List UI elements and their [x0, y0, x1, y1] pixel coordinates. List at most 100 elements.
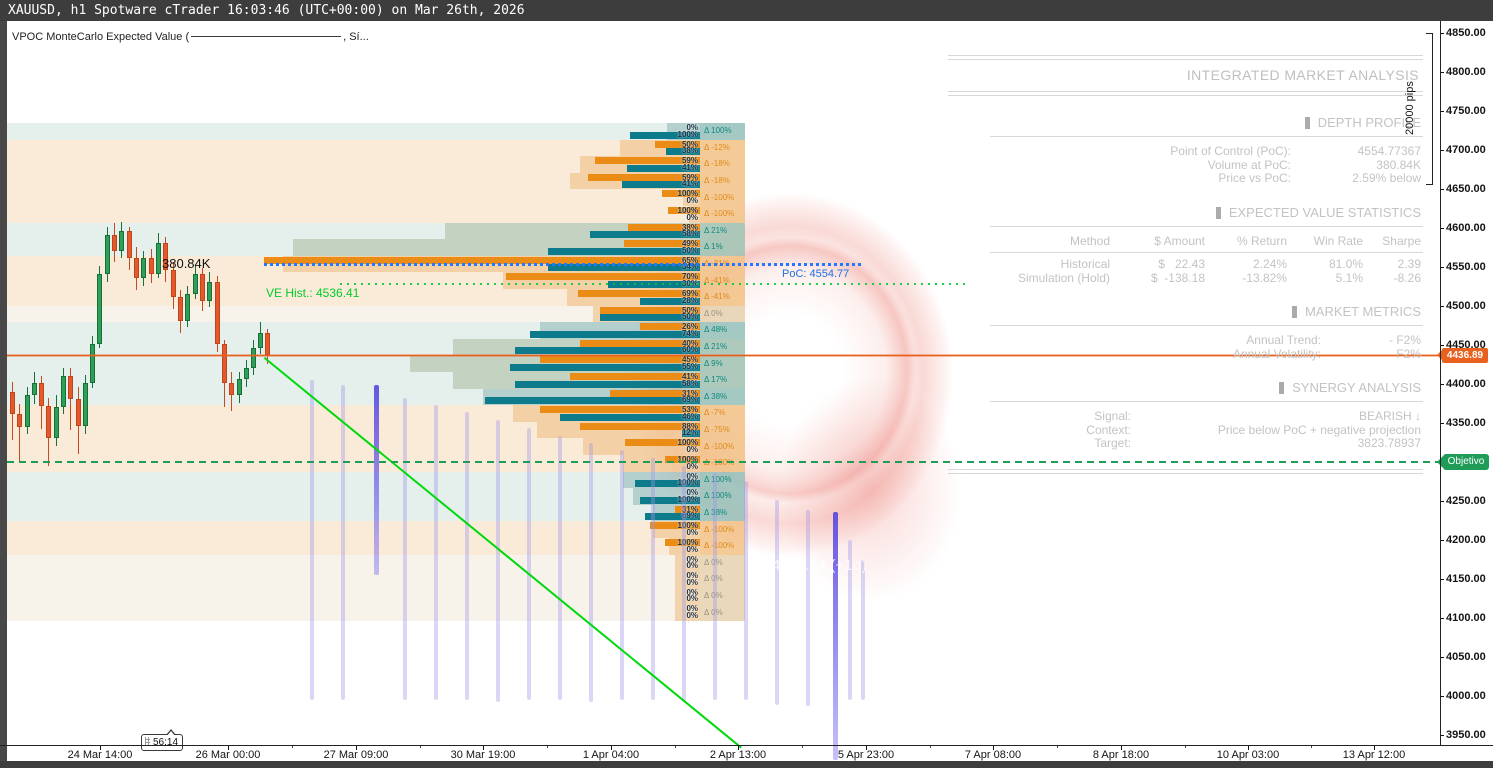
- delta-label: Δ 48%: [704, 325, 728, 335]
- window-title: XAUUSD, h1 Spotware cTrader 16:03:46 (UT…: [0, 0, 1493, 21]
- volume-spike-line: [861, 560, 865, 700]
- window-bottom-bar: [0, 761, 1493, 768]
- sell-volume-bar: [650, 522, 700, 530]
- delta-cell: Δ -100%: [700, 455, 745, 472]
- candle-body: [25, 394, 30, 427]
- price-axis-label: 4850.00: [1446, 27, 1486, 39]
- panel-top-divider: [948, 55, 1423, 60]
- buy-volume-bar: [485, 397, 700, 405]
- section-header: MARKET METRICS: [948, 304, 1421, 319]
- candle-countdown-marker[interactable]: 56:14: [141, 729, 184, 751]
- volume-spike-line: [558, 436, 562, 700]
- panel-row: Point of Control (PoC): 4554.77367: [948, 144, 1421, 159]
- volume-profile-row: Δ 0% 50% 50%: [7, 305, 745, 323]
- panel-row: Target: 3823.78937: [948, 436, 1421, 451]
- panel-row-label: Price vs PoC:: [1218, 171, 1291, 185]
- delta-label: Δ 21%: [704, 342, 728, 352]
- volume-profile-row: Δ 100% 0% 100%: [7, 471, 745, 489]
- pips-range-label: 20000 pips: [1404, 81, 1416, 135]
- volume-spike-line: [465, 412, 469, 700]
- volume-spike-line-strong: [833, 512, 838, 760]
- panel-row-label: Point of Control (PoC):: [1170, 144, 1291, 158]
- sell-percent-label: 100%: [677, 438, 698, 448]
- section-title: DEPTH PROFILE: [1317, 115, 1421, 130]
- table-cell: Historical: [1060, 257, 1110, 271]
- time-axis-label: 27 Mar 09:00: [323, 749, 389, 761]
- candle-body: [105, 235, 110, 275]
- time-axis-label: 7 Apr 08:00: [964, 749, 1022, 761]
- volume-spike-line: [713, 473, 717, 700]
- table-divider: [990, 252, 1423, 253]
- target-dashed-line[interactable]: [7, 461, 1440, 463]
- panel-bottom-divider: [948, 468, 1423, 474]
- sell-volume-bar: [665, 456, 700, 463]
- candle-wick: [19, 403, 20, 462]
- price-axis-tick: [1440, 540, 1444, 541]
- buy-percent-label: 12%: [681, 428, 698, 438]
- buy-percent-label: 41%: [681, 162, 698, 172]
- price-axis-label: 4400.00: [1446, 378, 1486, 390]
- indicator-legend[interactable]: VPOC MonteCarlo Expected Value (, Sí...: [12, 31, 369, 43]
- panel-section-market-metrics: MARKET METRICS Annual Trend: - F2% Annual V…: [948, 304, 1423, 361]
- time-axis-border: [0, 745, 1493, 746]
- pips-range-bracket: [1426, 33, 1433, 185]
- countdown-value: 56:14: [153, 737, 179, 748]
- price-axis-label: 4500.00: [1446, 300, 1486, 312]
- panel-row-value: Price below PoC + negative projection: [1217, 422, 1421, 437]
- candle-body: [141, 258, 146, 278]
- price-axis-label: 4550.00: [1446, 261, 1486, 273]
- buy-percent-label: 0%: [686, 610, 698, 620]
- candle-body: [46, 405, 51, 438]
- sigma-band-label: 4174.64 (+1σ): [772, 557, 867, 574]
- delta-label: Δ 9%: [704, 358, 723, 368]
- candle-body: [17, 413, 22, 427]
- delta-cell: Δ 17%: [700, 372, 745, 389]
- panel-row-value: BEARISH ↓: [1358, 409, 1421, 423]
- delta-label: Δ 100%: [704, 474, 732, 484]
- price-axis-label: 4050.00: [1446, 651, 1486, 663]
- buy-percent-label: 0%: [686, 561, 698, 571]
- panel-row-value: 3823.78937: [1357, 436, 1421, 450]
- volume-profile-row: Δ -18% 59% 41%: [7, 172, 745, 190]
- time-axis-label: 24 Mar 14:00: [67, 749, 133, 761]
- sell-volume-bar: [675, 505, 700, 513]
- time-axis-tick: [993, 745, 994, 750]
- price-axis-label: 4600.00: [1446, 222, 1486, 234]
- candle-body: [265, 332, 270, 356]
- panel-title-divider: [948, 91, 1423, 96]
- delta-label: Δ -100%: [704, 524, 735, 534]
- buy-volume-bar: [560, 413, 700, 421]
- table-row: Simulation (Hold) $ -138.18 -13.82% 5.1% -8.…: [948, 271, 1421, 286]
- panel-row-label: Annual Trend:: [1246, 333, 1321, 347]
- table-row: Historical $ 22.43 2.24% 81.0% 2.39: [948, 257, 1421, 272]
- delta-cell: Δ -100%: [700, 521, 745, 538]
- sell-percent-label: 100%: [677, 521, 698, 531]
- delta-label: Δ -7%: [704, 408, 726, 418]
- candle-body: [127, 231, 132, 259]
- section-header: DEPTH PROFILE: [948, 115, 1421, 130]
- time-axis-tick: [1248, 745, 1249, 750]
- price-axis-tick: [1440, 618, 1444, 619]
- volume-spike-line: [848, 540, 852, 700]
- volume-profile-row: Δ 9% 45% 55%: [7, 355, 745, 372]
- time-axis-tick: [1374, 745, 1375, 750]
- expected-value-dotted-line[interactable]: [340, 283, 965, 285]
- poc-dotted-line[interactable]: [264, 263, 862, 266]
- price-axis-label: 4150.00: [1446, 573, 1486, 585]
- sell-percent-label: 59%: [681, 156, 698, 166]
- buy-percent-label: 0%: [686, 195, 698, 205]
- table-cell: $ 22.43: [1158, 257, 1205, 271]
- buy-percent-label: 28%: [681, 295, 698, 305]
- delta-label: Δ -100%: [704, 192, 735, 202]
- delta-cell: Δ -100%: [700, 538, 745, 555]
- section-marker-icon: [1304, 117, 1310, 129]
- sell-volume-bar: [662, 190, 700, 198]
- time-axis-tick: [1121, 745, 1122, 750]
- volume-spike-line: [341, 385, 345, 700]
- panel-row-label: Volume at PoC:: [1207, 157, 1291, 172]
- time-axis-tick: [356, 745, 357, 750]
- panel-section-expected-value-statistics: EXPECTED VALUE STATISTICS Method $ Amount%…: [948, 205, 1423, 286]
- section-title: EXPECTED VALUE STATISTICS: [1228, 204, 1421, 220]
- price-axis-label: 4100.00: [1446, 612, 1486, 624]
- price-axis-label: 4350.00: [1446, 417, 1486, 429]
